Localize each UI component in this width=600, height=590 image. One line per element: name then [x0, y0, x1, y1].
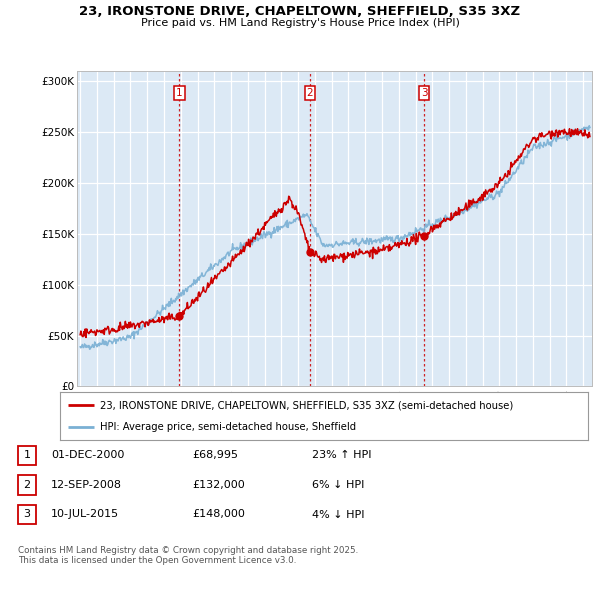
Text: 3: 3 — [421, 88, 428, 98]
Text: 4% ↓ HPI: 4% ↓ HPI — [312, 510, 365, 519]
Text: 23, IRONSTONE DRIVE, CHAPELTOWN, SHEFFIELD, S35 3XZ: 23, IRONSTONE DRIVE, CHAPELTOWN, SHEFFIE… — [79, 5, 521, 18]
Text: 10-JUL-2015: 10-JUL-2015 — [51, 510, 119, 519]
Text: Contains HM Land Registry data © Crown copyright and database right 2025.: Contains HM Land Registry data © Crown c… — [18, 546, 358, 555]
Text: Price paid vs. HM Land Registry's House Price Index (HPI): Price paid vs. HM Land Registry's House … — [140, 18, 460, 28]
Text: 23% ↑ HPI: 23% ↑ HPI — [312, 451, 371, 460]
Text: 1: 1 — [23, 451, 31, 460]
Text: 2: 2 — [23, 480, 31, 490]
Text: £148,000: £148,000 — [192, 510, 245, 519]
Text: 6% ↓ HPI: 6% ↓ HPI — [312, 480, 364, 490]
Text: 01-DEC-2000: 01-DEC-2000 — [51, 451, 124, 460]
Text: £132,000: £132,000 — [192, 480, 245, 490]
Text: This data is licensed under the Open Government Licence v3.0.: This data is licensed under the Open Gov… — [18, 556, 296, 565]
Text: HPI: Average price, semi-detached house, Sheffield: HPI: Average price, semi-detached house,… — [100, 422, 356, 432]
Text: 12-SEP-2008: 12-SEP-2008 — [51, 480, 122, 490]
Text: 1: 1 — [176, 88, 183, 98]
Text: 23, IRONSTONE DRIVE, CHAPELTOWN, SHEFFIELD, S35 3XZ (semi-detached house): 23, IRONSTONE DRIVE, CHAPELTOWN, SHEFFIE… — [100, 400, 513, 410]
Text: 3: 3 — [23, 510, 31, 519]
Text: 2: 2 — [307, 88, 313, 98]
Text: £68,995: £68,995 — [192, 451, 238, 460]
